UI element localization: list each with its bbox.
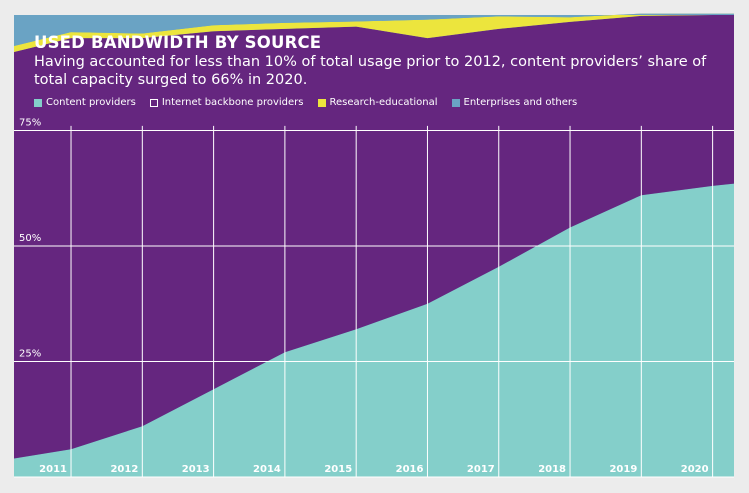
legend-swatch-research-educational: [317, 98, 326, 107]
x-tick-label: 2020: [681, 464, 709, 475]
legend-item-internet-backbone-providers: Internet backbone providers: [149, 97, 304, 108]
y-axis-tick-labels: 25% 50% 75%: [19, 118, 41, 360]
gridlines: [14, 125, 734, 478]
y-tick-label: 75%: [19, 118, 41, 129]
legend-label: Internet backbone providers: [161, 97, 304, 108]
y-tick-label: 25%: [19, 349, 41, 360]
x-tick-label: 2013: [182, 464, 210, 475]
legend-label: Content providers: [46, 97, 136, 108]
legend-swatch-internet-backbone-providers: [149, 98, 158, 107]
x-tick-label: 2012: [110, 464, 138, 475]
area-content-providers: [14, 183, 734, 477]
legend-label: Research-educational: [329, 97, 438, 108]
y-tick-label: 50%: [19, 233, 41, 244]
x-tick-label: 2018: [538, 464, 566, 475]
legend: Content providers Internet backbone prov…: [34, 97, 577, 108]
x-tick-label: 2016: [396, 464, 424, 475]
legend-swatch-content-providers: [34, 98, 42, 107]
x-tick-label: 2015: [324, 464, 352, 475]
area-internet-backbone-providers: [14, 15, 734, 459]
area-research-educational: [14, 13, 734, 53]
legend-swatch-enterprises-and-others: [451, 98, 460, 107]
chart-title: USED BANDWIDTH BY SOURCE: [34, 33, 322, 52]
chart-subtitle: Having accounted for less than 10% of to…: [34, 54, 707, 88]
legend-item-content-providers: Content providers: [34, 97, 136, 108]
legend-item-research-educational: Research-educational: [317, 97, 438, 108]
area-enterprises-and-others: [14, 13, 734, 47]
x-tick-label: 2019: [609, 464, 637, 475]
legend-label: Enterprises and others: [463, 97, 578, 108]
x-axis-tick-labels: 2011 2012 2013 2014 2015 2016 2017 2018 2019 2020: [39, 464, 708, 475]
x-tick-label: 2017: [467, 464, 495, 475]
x-tick-label: 2014: [253, 464, 281, 475]
x-tick-label: 2011: [39, 464, 67, 475]
legend-item-enterprises-and-others: Enterprises and others: [451, 97, 578, 108]
